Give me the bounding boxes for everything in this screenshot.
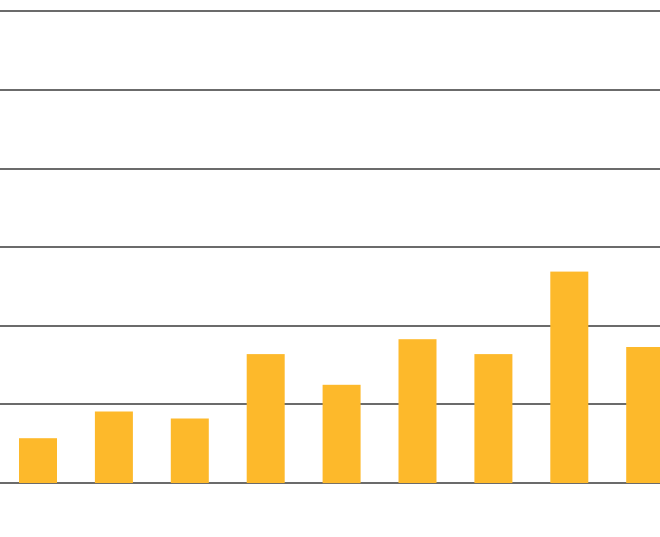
bar-4: [246, 354, 285, 483]
bar-6: [398, 339, 437, 483]
bar-1: [19, 438, 57, 483]
bars: [19, 271, 660, 484]
bar-9: [626, 347, 660, 483]
bar-7: [474, 354, 513, 483]
bar-5: [322, 384, 361, 484]
bar-8: [550, 271, 589, 483]
bar-3: [170, 418, 209, 483]
bar-2: [94, 411, 133, 483]
grid-lines: [0, 10, 660, 405]
